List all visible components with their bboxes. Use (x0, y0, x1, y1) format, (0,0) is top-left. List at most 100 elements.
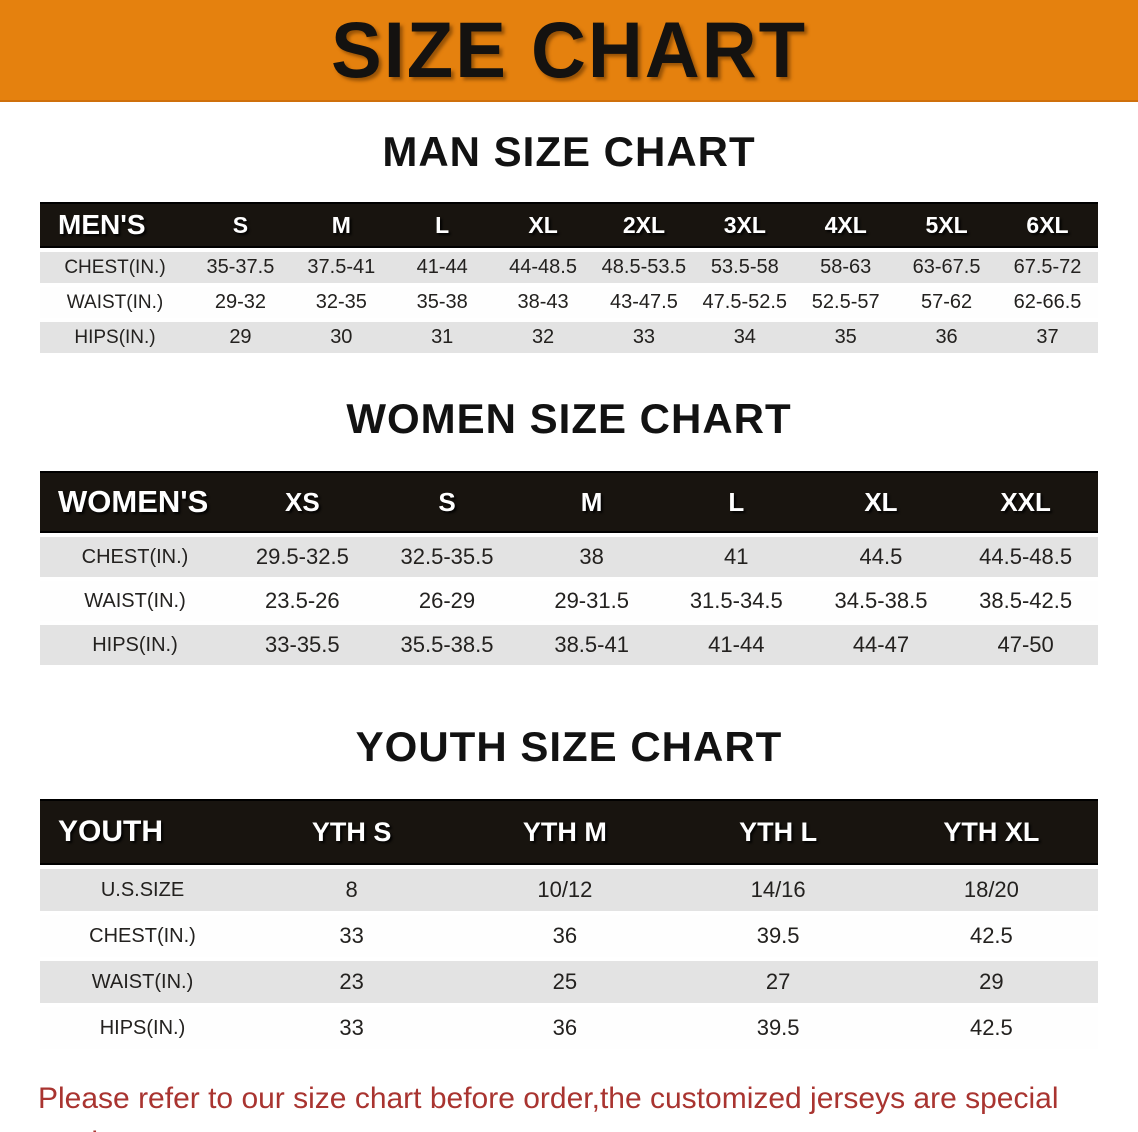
measurement-label: HIPS(IN.) (40, 625, 230, 665)
size-value-cell: 37 (997, 322, 1098, 353)
size-value-cell: 42.5 (884, 915, 1098, 957)
size-value-cell: 23.5-26 (230, 581, 375, 621)
size-value-cell: 47.5-52.5 (694, 287, 796, 318)
size-value-cell: 29.5-32.5 (230, 537, 375, 577)
size-value-cell: 10/12 (458, 869, 672, 911)
table-row: U.S.SIZE 8 10/12 14/16 18/20 (40, 869, 1098, 911)
size-value-cell: 29 (884, 961, 1098, 1003)
men-section-title: MAN SIZE CHART (382, 128, 756, 175)
size-value-cell: 32.5-35.5 (374, 537, 520, 577)
size-column-header: XXL (953, 471, 1098, 533)
size-value-cell: 35 (795, 322, 897, 353)
size-value-cell: 41-44 (391, 252, 493, 283)
size-value-cell: 23 (245, 961, 459, 1003)
men-size-section: MAN SIZE CHART MEN'S S M L XL 2XL 3XL 4XL 5XL 6XL… (0, 128, 1138, 357)
size-column-header: YTH S (245, 799, 459, 865)
size-value-cell: 38.5-42.5 (953, 581, 1098, 621)
size-value-cell: 44.5 (808, 537, 954, 577)
size-value-cell: 30 (290, 322, 392, 353)
table-header-row: WOMEN'S XS S M L XL XXL (40, 471, 1098, 533)
size-value-cell: 42.5 (884, 1007, 1098, 1049)
table-row: HIPS(IN.) 29 30 31 32 33 34 35 36 37 (40, 322, 1098, 353)
size-value-cell: 58-63 (795, 252, 897, 283)
youth-size-section: YOUTH SIZE CHART YOUTH YTH S YTH M YTH L YTH… (0, 723, 1138, 1053)
table-row: CHEST(IN.) 33 36 39.5 42.5 (40, 915, 1098, 957)
women-size-section: WOMEN SIZE CHART WOMEN'S XS S M L XL XXL CHEST(… (0, 395, 1138, 669)
size-value-cell: 36 (458, 1007, 672, 1049)
size-value-cell: 37.5-41 (290, 252, 392, 283)
table-header-row: MEN'S S M L XL 2XL 3XL 4XL 5XL 6XL (40, 202, 1098, 248)
size-value-cell: 38.5-41 (519, 625, 664, 665)
size-value-cell: 36 (896, 322, 997, 353)
size-value-cell: 29 (190, 322, 291, 353)
measurement-label: CHEST(IN.) (40, 915, 245, 957)
size-value-cell: 44.5-48.5 (953, 537, 1098, 577)
measurement-label: HIPS(IN.) (40, 322, 190, 353)
measurement-label: U.S.SIZE (40, 869, 245, 911)
table-row: HIPS(IN.) 33 36 39.5 42.5 (40, 1007, 1098, 1049)
size-value-cell: 31 (391, 322, 493, 353)
size-column-header: L (663, 471, 809, 533)
table-group-label: YOUTH (40, 799, 245, 865)
women-size-table: WOMEN'S XS S M L XL XXL CHEST(IN.) 29.5-32.5 32.5… (40, 467, 1098, 669)
size-column-header: XS (230, 471, 375, 533)
size-value-cell: 14/16 (671, 869, 885, 911)
size-value-cell: 39.5 (671, 1007, 885, 1049)
size-value-cell: 29-31.5 (519, 581, 664, 621)
size-column-header: S (190, 202, 291, 248)
size-value-cell: 33 (245, 915, 459, 957)
measurement-label: WAIST(IN.) (40, 961, 245, 1003)
size-column-header: 3XL (694, 202, 796, 248)
table-group-label: MEN'S (40, 202, 190, 248)
table-row: WAIST(IN.) 23.5-26 26-29 29-31.5 31.5-34.5 34… (40, 581, 1098, 621)
men-size-table: MEN'S S M L XL 2XL 3XL 4XL 5XL 6XL CHEST(IN.) 35-37… (40, 198, 1098, 357)
youth-size-table: YOUTH YTH S YTH M YTH L YTH XL U.S.SIZE 8 10/12… (40, 795, 1098, 1053)
table-row: WAIST(IN.) 23 25 27 29 (40, 961, 1098, 1003)
size-value-cell: 34 (694, 322, 796, 353)
size-value-cell: 35-38 (391, 287, 493, 318)
size-value-cell: 8 (245, 869, 459, 911)
size-column-header: 5XL (896, 202, 997, 248)
size-value-cell: 35-37.5 (190, 252, 291, 283)
size-column-header: YTH L (671, 799, 885, 865)
size-value-cell: 32 (492, 322, 594, 353)
disclaimer-line-1: Please refer to our size chart before or… (38, 1082, 1059, 1132)
measurement-label: CHEST(IN.) (40, 537, 230, 577)
size-column-header: 4XL (795, 202, 897, 248)
size-column-header: S (374, 471, 520, 533)
size-column-header: 6XL (997, 202, 1098, 248)
size-value-cell: 32-35 (290, 287, 392, 318)
size-value-cell: 35.5-38.5 (374, 625, 520, 665)
size-value-cell: 33-35.5 (230, 625, 375, 665)
size-value-cell: 38 (519, 537, 664, 577)
size-value-cell: 33 (245, 1007, 459, 1049)
table-row: CHEST(IN.) 35-37.5 37.5-41 41-44 44-48.5 48.5… (40, 252, 1098, 283)
size-column-header: L (391, 202, 493, 248)
table-row: HIPS(IN.) 33-35.5 35.5-38.5 38.5-41 41-44 44-… (40, 625, 1098, 665)
size-value-cell: 36 (458, 915, 672, 957)
measurement-label: WAIST(IN.) (40, 287, 190, 318)
size-value-cell: 33 (593, 322, 695, 353)
size-value-cell: 39.5 (671, 915, 885, 957)
size-value-cell: 44-48.5 (492, 252, 594, 283)
size-value-cell: 31.5-34.5 (663, 581, 809, 621)
size-value-cell: 25 (458, 961, 672, 1003)
size-column-header: XL (808, 471, 954, 533)
size-value-cell: 47-50 (953, 625, 1098, 665)
size-chart-banner: SIZE CHART (0, 0, 1138, 102)
disclaimer: Please refer to our size chart before or… (0, 1077, 1138, 1132)
size-value-cell: 44-47 (808, 625, 954, 665)
youth-section-title: YOUTH SIZE CHART (355, 723, 783, 770)
size-value-cell: 18/20 (884, 869, 1098, 911)
size-value-cell: 26-29 (374, 581, 520, 621)
size-value-cell: 41-44 (663, 625, 809, 665)
measurement-label: HIPS(IN.) (40, 1007, 245, 1049)
size-value-cell: 52.5-57 (795, 287, 897, 318)
size-column-header: YTH M (458, 799, 672, 865)
table-row: WAIST(IN.) 29-32 32-35 35-38 38-43 43-47.5 47.… (40, 287, 1098, 318)
size-value-cell: 34.5-38.5 (808, 581, 954, 621)
table-header-row: YOUTH YTH S YTH M YTH L YTH XL (40, 799, 1098, 865)
size-value-cell: 38-43 (492, 287, 594, 318)
size-value-cell: 63-67.5 (896, 252, 997, 283)
size-value-cell: 43-47.5 (593, 287, 695, 318)
